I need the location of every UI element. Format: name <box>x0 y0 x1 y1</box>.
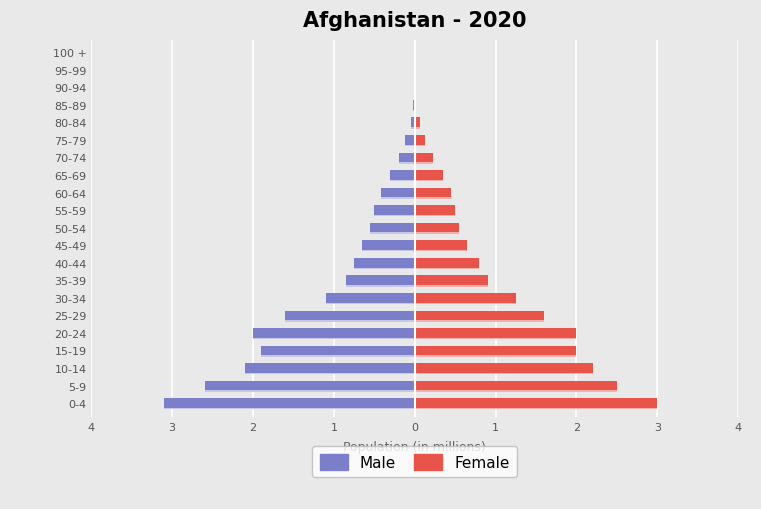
Bar <box>415 242 467 252</box>
Bar <box>415 328 577 338</box>
Bar <box>415 207 455 217</box>
Bar <box>415 188 451 198</box>
Bar <box>354 259 415 268</box>
Bar <box>285 313 415 322</box>
Bar <box>253 330 415 340</box>
Bar <box>411 118 415 128</box>
Bar <box>205 382 415 392</box>
Bar <box>415 313 544 322</box>
Bar <box>405 136 415 146</box>
Bar <box>413 101 415 110</box>
Bar <box>415 155 432 164</box>
Bar <box>415 259 479 268</box>
Bar <box>415 381 617 391</box>
Bar <box>415 172 443 182</box>
Bar <box>415 346 577 356</box>
Bar <box>164 399 415 408</box>
Bar <box>205 381 415 391</box>
Bar <box>411 120 415 129</box>
Bar <box>415 260 479 269</box>
Bar <box>362 241 415 250</box>
Bar <box>415 225 459 234</box>
Bar <box>415 276 488 286</box>
Bar <box>415 120 419 129</box>
Bar <box>415 363 593 373</box>
Bar <box>415 136 425 146</box>
Bar <box>415 347 577 357</box>
Bar <box>415 382 617 392</box>
Bar <box>390 172 415 182</box>
Title: Afghanistan - 2020: Afghanistan - 2020 <box>303 11 527 31</box>
Bar <box>415 400 658 410</box>
Bar <box>415 101 416 110</box>
Bar <box>405 137 415 147</box>
Bar <box>415 241 467 250</box>
Bar <box>346 277 415 287</box>
Bar <box>415 171 443 180</box>
Bar <box>380 188 415 198</box>
Bar <box>371 225 415 234</box>
Bar <box>380 190 415 200</box>
Bar <box>415 137 425 147</box>
Bar <box>415 295 516 304</box>
Bar <box>415 399 658 408</box>
Bar <box>354 260 415 269</box>
Bar <box>261 346 415 356</box>
Bar <box>415 311 544 321</box>
Bar <box>326 295 415 304</box>
Bar <box>415 365 593 375</box>
Bar <box>362 242 415 252</box>
Bar <box>326 293 415 303</box>
Bar <box>399 153 415 163</box>
Bar <box>415 153 432 163</box>
Bar <box>415 118 419 128</box>
Bar <box>164 400 415 410</box>
Legend: Male, Female: Male, Female <box>313 446 517 477</box>
Bar <box>415 293 516 303</box>
Bar <box>415 330 577 340</box>
Bar <box>374 207 415 217</box>
Bar <box>413 102 415 112</box>
Bar <box>346 276 415 286</box>
Bar <box>261 347 415 357</box>
Bar <box>245 365 415 375</box>
X-axis label: Population (in millions): Population (in millions) <box>343 440 486 454</box>
Bar <box>374 206 415 215</box>
Bar <box>285 311 415 321</box>
Bar <box>390 171 415 180</box>
Bar <box>415 190 451 200</box>
Bar <box>415 223 459 233</box>
Bar <box>371 223 415 233</box>
Bar <box>415 206 455 215</box>
Bar <box>253 328 415 338</box>
Bar <box>399 155 415 164</box>
Bar <box>245 363 415 373</box>
Bar <box>415 277 488 287</box>
Bar <box>415 102 416 112</box>
